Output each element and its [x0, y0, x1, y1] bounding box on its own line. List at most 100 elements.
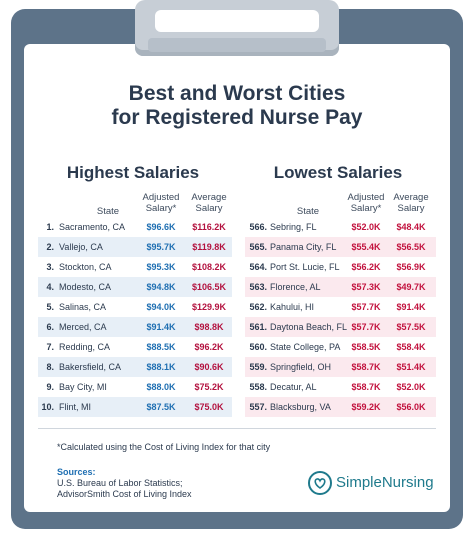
table-row: 5. Salinas, CA $94.0K $129.9K — [38, 297, 232, 317]
highest-col-average: Average Salary — [191, 192, 227, 214]
rank-cell: 3. — [46, 262, 54, 272]
table-row: 10. Flint, MI $87.5K $75.0K — [38, 397, 232, 417]
rank-cell: 6. — [46, 322, 54, 332]
table-row: 558. Decatur, AL $58.7K $52.0K — [245, 377, 436, 397]
average-salary-cell: $75.2K — [194, 382, 224, 392]
adjusted-salary-cell: $57.3K — [351, 282, 381, 292]
source-line-1: U.S. Bureau of Labor Statistics; — [57, 478, 183, 488]
city-cell: Bakersfield, CA — [59, 362, 122, 372]
title-line-2: for Registered Nurse Pay — [111, 106, 363, 129]
lowest-col-average: Average Salary — [393, 192, 429, 214]
lowest-col-state: State — [296, 206, 320, 217]
highest-col-adjusted: Adjusted Salary* — [142, 192, 180, 214]
rank-cell: 7. — [46, 342, 54, 352]
city-cell: State College, PA — [270, 342, 341, 352]
rank-cell: 558. — [249, 382, 267, 392]
rank-cell: 9. — [46, 382, 54, 392]
title-line-1: Best and Worst Cities — [128, 82, 346, 105]
rank-cell: 5. — [46, 302, 54, 312]
footer-divider — [38, 428, 436, 429]
city-cell: Decatur, AL — [270, 382, 317, 392]
average-salary-cell: $96.2K — [194, 342, 224, 352]
table-row: 7. Redding, CA $88.5K $96.2K — [38, 337, 232, 357]
table-row: 564. Port St. Lucie, FL $56.2K $56.9K — [245, 257, 436, 277]
adjusted-salary-cell: $91.4K — [146, 322, 176, 332]
rank-cell: 565. — [249, 242, 267, 252]
adjusted-salary-cell: $56.2K — [351, 262, 381, 272]
adjusted-salary-cell: $94.0K — [146, 302, 176, 312]
average-salary-cell: $90.6K — [194, 362, 224, 372]
adjusted-salary-cell: $58.7K — [351, 362, 381, 372]
average-salary-cell: $98.8K — [194, 322, 224, 332]
city-cell: Panama City, FL — [270, 242, 337, 252]
page-title: Best and Worst Cities for Registered Nur… — [24, 82, 450, 130]
logo-text: SimpleNursing — [336, 474, 434, 491]
table-row: 565. Panama City, FL $55.4K $56.5K — [245, 237, 436, 257]
average-salary-cell: $129.9K — [191, 302, 227, 312]
rank-cell: 566. — [249, 222, 267, 232]
adjusted-salary-cell: $55.4K — [351, 242, 381, 252]
rank-cell: 1. — [46, 222, 54, 232]
rank-cell: 560. — [249, 342, 267, 352]
adjusted-salary-cell: $87.5K — [146, 402, 176, 412]
rank-cell: 557. — [249, 402, 267, 412]
city-cell: Vallejo, CA — [59, 242, 103, 252]
average-salary-cell: $116.2K — [192, 222, 226, 232]
average-salary-cell: $56.9K — [396, 262, 426, 272]
average-salary-cell: $51.4K — [396, 362, 426, 372]
city-cell: Modesto, CA — [59, 282, 112, 292]
city-cell: Kahului, HI — [270, 302, 315, 312]
adjusted-salary-cell: $94.8K — [146, 282, 176, 292]
city-cell: Stockton, CA — [59, 262, 112, 272]
rank-cell: 4. — [46, 282, 54, 292]
city-cell: Merced, CA — [59, 322, 107, 332]
average-salary-cell: $49.7K — [396, 282, 426, 292]
city-cell: Springfield, OH — [270, 362, 332, 372]
city-cell: Redding, CA — [59, 342, 111, 352]
average-salary-cell: $56.0K — [396, 402, 426, 412]
table-row: 566. Sebring, FL $52.0K $48.4K — [245, 217, 436, 237]
table-row: 557. Blacksburg, VA $59.2K $56.0K — [245, 397, 436, 417]
city-cell: Salinas, CA — [59, 302, 107, 312]
highest-col-state: State — [96, 206, 120, 217]
heart-stethoscope-icon — [308, 471, 332, 495]
adjusted-salary-cell: $59.2K — [351, 402, 381, 412]
adjusted-salary-cell: $95.3K — [146, 262, 176, 272]
rank-cell: 2. — [46, 242, 54, 252]
city-cell: Florence, AL — [270, 282, 321, 292]
adjusted-salary-cell: $88.1K — [146, 362, 176, 372]
average-salary-cell: $58.4K — [396, 342, 426, 352]
average-salary-cell: $52.0K — [396, 382, 426, 392]
city-cell: Sacramento, CA — [59, 222, 126, 232]
city-cell: Daytona Beach, FL — [270, 322, 348, 332]
sources-label: Sources: — [57, 467, 96, 477]
average-salary-cell: $108.2K — [191, 262, 227, 272]
adjusted-salary-cell: $58.7K — [351, 382, 381, 392]
clip-bar — [148, 38, 326, 52]
average-salary-cell: $106.5K — [191, 282, 227, 292]
highest-salaries-heading: Highest Salaries — [66, 163, 200, 182]
clip-hole — [155, 10, 319, 32]
rank-cell: 559. — [249, 362, 267, 372]
table-row: 560. State College, PA $58.5K $58.4K — [245, 337, 436, 357]
adjusted-salary-cell: $57.7K — [351, 322, 381, 332]
table-row: 1. Sacramento, CA $96.6K $116.2K — [38, 217, 232, 237]
city-cell: Bay City, MI — [59, 382, 107, 392]
table-row: 6. Merced, CA $91.4K $98.8K — [38, 317, 232, 337]
table-row: 2. Vallejo, CA $95.7K $119.8K — [38, 237, 232, 257]
table-row: 3. Stockton, CA $95.3K $108.2K — [38, 257, 232, 277]
table-row: 8. Bakersfield, CA $88.1K $90.6K — [38, 357, 232, 377]
rank-cell: 564. — [249, 262, 267, 272]
city-cell: Blacksburg, VA — [270, 402, 331, 412]
footnote: *Calculated using the Cost of Living Ind… — [57, 442, 271, 452]
adjusted-salary-cell: $88.5K — [146, 342, 176, 352]
table-row: 563. Florence, AL $57.3K $49.7K — [245, 277, 436, 297]
city-cell: Sebring, FL — [270, 222, 317, 232]
rank-cell: 561. — [249, 322, 267, 332]
city-cell: Port St. Lucie, FL — [270, 262, 340, 272]
average-salary-cell: $119.8K — [192, 242, 226, 252]
adjusted-salary-cell: $88.0K — [146, 382, 176, 392]
table-row: 561. Daytona Beach, FL $57.7K $57.5K — [245, 317, 436, 337]
adjusted-salary-cell: $96.6K — [146, 222, 176, 232]
city-cell: Flint, MI — [59, 402, 92, 412]
